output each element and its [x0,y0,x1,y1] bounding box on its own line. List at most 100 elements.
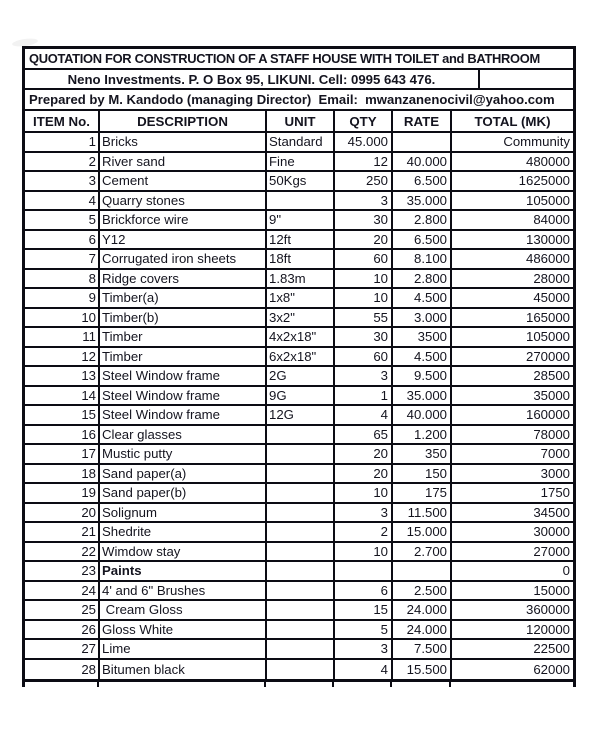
cell-description: Timber [100,328,267,346]
cell-item-no: 10 [25,308,100,326]
cell-rate: 8.100 [393,250,452,268]
cell-total: 15000 [533,582,570,598]
cell-total: 105000 [525,329,570,345]
table-cutoff-stub [449,682,451,687]
cell-unit [267,425,335,443]
cell-unit [267,484,335,502]
table-cutoff-stub [97,682,99,687]
cell-description: Sand paper(b) [100,484,267,502]
cell-item-no: 18 [25,464,100,482]
company-row: Neno Investments. P. O Box 95, LIKUNI. C… [25,70,573,90]
cell-unit: Standard [267,133,335,151]
cell-unit [267,523,335,541]
cell-rate: 2.800 [393,211,452,229]
cell-total: 27000 [533,543,570,559]
cell-rate: 1.200 [393,425,452,443]
cell-rate: 35.000 [393,386,452,404]
table-cutoff-stub [22,682,25,687]
cell-description: Steel Window frame [100,406,267,424]
cell-total: 160000 [525,407,570,423]
cell-qty: 3 [335,640,393,658]
cell-rate: 7.500 [393,640,452,658]
table-cutoff-stub [332,682,334,687]
cell-total: 35000 [533,387,570,403]
cell-item-no: 27 [25,640,100,658]
cell-qty: 10 [335,289,393,307]
cell-total: 34500 [533,504,570,520]
cell-item-no: 26 [25,620,100,638]
cell-rate [393,562,452,580]
cell-total: 360000 [525,602,570,618]
cell-total: 28500 [533,368,570,384]
cell-description: Timber(a) [100,289,267,307]
cell-item-no: 8 [25,269,100,287]
cell-item-no: 6 [25,230,100,248]
cell-total: 62000 [533,661,570,677]
table-row: 6 Y12 12ft 20 6.500 130000 [25,230,573,250]
cell-item-no: 5 [25,211,100,229]
cell-rate: 24.000 [393,620,452,638]
table-row: 17 Mustic putty 20 350 7000 [25,445,573,465]
cell-qty: 15 [335,601,393,619]
cell-rate: 15.500 [393,659,452,679]
cell-total: 0 [562,563,570,579]
cell-total: 28000 [533,270,570,286]
table-row: 24 4' and 6" Brushes 6 2.500 15000 [25,581,573,601]
cell-rate: 11.500 [393,503,452,521]
cell-unit: 1.83m [267,269,335,287]
table-row: 10 Timber(b) 3x2" 55 3.000 165000 [25,308,573,328]
cell-unit [267,542,335,560]
header-qty: QTY [335,111,393,131]
cell-rate: 6.500 [393,230,452,248]
cell-unit [267,562,335,580]
cell-total: 30000 [533,524,570,540]
prepared-by-line: Prepared by M. Kandodo (managing Directo… [25,90,573,111]
cell-qty: 55 [335,308,393,326]
table-row: 18 Sand paper(a) 20 150 3000 [25,464,573,484]
cell-unit: 4x2x18" [267,328,335,346]
cell-description: Corrugated iron sheets [100,250,267,268]
cell-item-no: 21 [25,523,100,541]
table-row: 2 River sand Fine 12 40.000 480000 [25,152,573,172]
cell-unit: Fine [267,152,335,170]
header-item-no: ITEM No. [25,111,100,131]
cell-item-no: 28 [25,659,100,679]
cell-unit: 9" [267,211,335,229]
cell-qty: 30 [335,328,393,346]
cell-rate: 4.500 [393,289,452,307]
table-row: 9 Timber(a) 1x8" 10 4.500 45000 [25,289,573,309]
table-row: 28 Bitumen black 4 15.500 62000 [25,659,573,679]
cell-total: 270000 [525,348,570,364]
cell-unit: 2G [267,367,335,385]
cell-unit: 6x2x18" [267,347,335,365]
table-row: 25 Cream Gloss 15 24.000 360000 [25,601,573,621]
cell-qty: 250 [335,172,393,190]
cell-unit: 1x8" [267,289,335,307]
cell-qty: 30 [335,211,393,229]
cell-description: Brickforce wire [100,211,267,229]
cell-description: Bitumen black [100,659,267,679]
cell-item-no: 15 [25,406,100,424]
cell-qty: 4 [335,406,393,424]
table-row: 21 Shedrite 2 15.000 30000 [25,523,573,543]
company-info: Neno Investments. P. O Box 95, LIKUNI. C… [25,70,480,88]
cell-description: Paints [100,562,267,580]
cell-description: Timber [100,347,267,365]
cell-rate: 24.000 [393,601,452,619]
cell-item-no: 16 [25,425,100,443]
cell-rate: 9.500 [393,367,452,385]
cell-item-no: 1 [25,133,100,151]
cell-unit: 18ft [267,250,335,268]
cell-qty: 3 [335,503,393,521]
cell-description: Mustic putty [100,445,267,463]
cell-item-no: 17 [25,445,100,463]
cell-qty: 65 [335,425,393,443]
table-row: 11 Timber 4x2x18" 30 3500 105000 [25,328,573,348]
quotation-table: QUOTATION FOR CONSTRUCTION OF A STAFF HO… [22,46,576,682]
cell-total: 78000 [533,426,570,442]
cell-qty: 12 [335,152,393,170]
cell-total: 7000 [540,446,570,462]
cell-unit [267,620,335,638]
cell-rate [393,133,452,151]
cell-unit [267,640,335,658]
